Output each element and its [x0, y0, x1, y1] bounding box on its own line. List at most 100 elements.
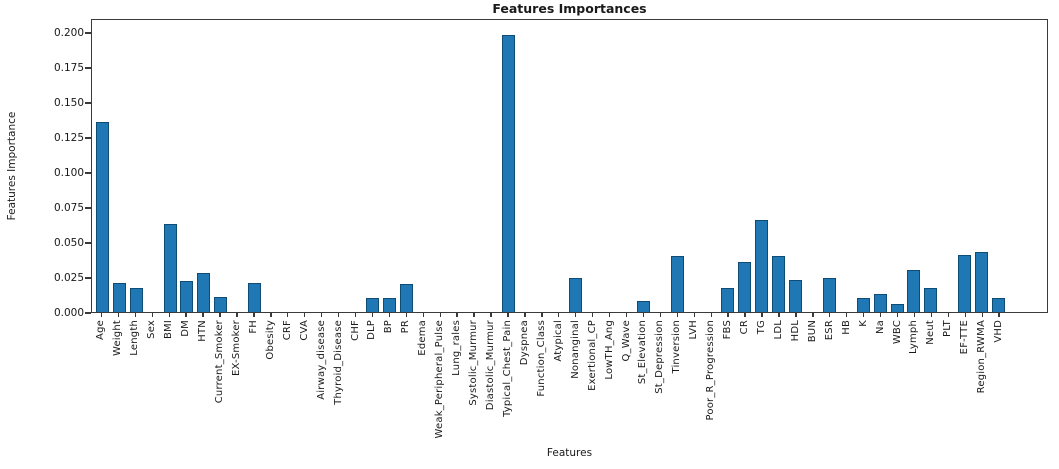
bar-slot — [111, 20, 128, 312]
x-tick-label: LowTH_Ang — [603, 320, 615, 380]
x-tick-label: Thyroid_Disease — [332, 320, 344, 405]
bar-slot — [787, 20, 804, 312]
x-tick-slot: LowTH_Ang — [601, 313, 618, 438]
x-tick-label: Lymph — [908, 320, 920, 354]
x-tick-label: BUN — [806, 320, 818, 343]
x-tick-label: Weight — [112, 320, 124, 357]
x-tick-mark — [541, 313, 543, 317]
x-tick-slot: Region_RWMA — [974, 313, 991, 438]
x-tick-mark — [405, 313, 408, 317]
bar-slot — [973, 20, 990, 312]
x-tick-slot: Thyroid_Disease — [330, 313, 347, 438]
x-tick-label: Na — [874, 320, 886, 335]
bar-slot — [195, 20, 212, 312]
bar-slot — [584, 20, 601, 312]
bar-slot — [179, 20, 196, 312]
x-tick-mark — [964, 313, 966, 317]
bar-VHD — [991, 298, 1005, 312]
x-tick-mark — [117, 313, 120, 317]
x-tick-mark — [659, 313, 662, 317]
x-tick-mark — [862, 313, 865, 317]
x-tick-label: ESR — [823, 320, 835, 341]
bar-slot — [736, 20, 753, 312]
x-tick-label: Tinversion — [671, 320, 683, 374]
x-tick-slot: LDL — [771, 313, 788, 438]
x-tick-label: Weak_Peripheral_Pulse — [434, 320, 446, 439]
x-tick-mark — [778, 313, 780, 317]
x-tick-mark — [981, 313, 983, 317]
x-tick-label: Diastolic_Murmur — [485, 320, 497, 411]
x-tick-slot: BUN — [804, 313, 821, 438]
x-tick-label: Length — [129, 320, 141, 356]
x-tick-slot: Lymph — [906, 313, 923, 438]
bar-TG — [755, 220, 769, 312]
bar-slot — [618, 20, 635, 312]
x-tick-slot: BP — [381, 313, 398, 438]
x-tick-label: Systolic_Murmur — [468, 320, 480, 406]
x-tick-slot: HB — [838, 313, 855, 438]
x-tick-label: DLP — [366, 320, 378, 340]
x-tick-label: Neut — [925, 320, 937, 345]
x-tick-slot: Lung_rales — [449, 313, 466, 438]
bar-HTN — [197, 273, 211, 312]
y-tick-label: 0.175 — [53, 62, 84, 74]
bar-St_Elevation — [636, 301, 650, 312]
x-tick-label: CVA — [298, 320, 310, 341]
x-tick-mark — [100, 313, 103, 317]
bar-slot — [483, 20, 500, 312]
x-tick-label: FH — [247, 320, 259, 334]
bar-slot — [466, 20, 483, 312]
y-tick-mark — [85, 137, 91, 139]
x-tick-label: Atypical — [552, 320, 564, 362]
bar-slot — [162, 20, 179, 312]
x-tick-mark — [320, 313, 323, 317]
x-tick-mark — [473, 313, 475, 317]
x-tick-mark — [591, 313, 594, 317]
y-tick-label: 0.075 — [53, 202, 84, 214]
y-tick-label: 0.000 — [53, 307, 84, 319]
x-tick-mark — [896, 313, 899, 317]
x-tick-slot: DLP — [364, 313, 381, 438]
bar-slot — [990, 20, 1007, 312]
x-tick-mark — [727, 313, 729, 317]
bar-slot — [94, 20, 111, 312]
bar-LDL — [772, 256, 786, 312]
bar-Length — [129, 288, 143, 312]
x-tick-slot: Weight — [110, 313, 127, 438]
x-tick-mark — [761, 313, 763, 317]
x-tick-slot: PLT — [940, 313, 957, 438]
x-tick-mark — [625, 313, 628, 317]
x-tick-mark — [879, 313, 882, 317]
bar-slot — [872, 20, 889, 312]
x-tick-mark — [270, 313, 272, 317]
x-tick-label: BMI — [163, 320, 175, 340]
x-tick-label: Q_Wave — [620, 320, 632, 362]
x-tick-mark — [168, 313, 170, 317]
x-tick-mark — [930, 313, 933, 317]
x-tick-slot: EX-Smoker — [229, 313, 246, 438]
x-tick-mark — [337, 313, 340, 317]
x-tick-slot: Na — [872, 313, 889, 438]
x-tick-slot: Weak_Peripheral_Pulse — [432, 313, 449, 438]
x-tick-label: Age — [95, 320, 107, 340]
x-tick-mark — [575, 313, 577, 317]
x-tick-mark — [829, 313, 831, 317]
x-tick-slot: Age — [93, 313, 110, 438]
x-tick-mark — [795, 313, 797, 317]
x-tick-slot: Function_Class — [533, 313, 550, 438]
bar-slot — [652, 20, 669, 312]
x-axis-label: Features — [546, 447, 593, 459]
x-tick-label: HDL — [789, 320, 801, 342]
y-tick-mark — [85, 67, 91, 69]
bar-WBC — [890, 304, 904, 312]
bar-slot — [821, 20, 838, 312]
bar-slot — [280, 20, 297, 312]
plot-area — [91, 19, 1048, 313]
bar-slot — [128, 20, 145, 312]
x-tick-label: VHD — [993, 320, 1005, 343]
x-tick-slot: VHD — [991, 313, 1008, 438]
x-tick-mark — [439, 313, 441, 317]
bars-row — [92, 20, 1047, 312]
y-tick-label: 0.050 — [53, 237, 84, 249]
x-tick-slot: Neut — [923, 313, 940, 438]
